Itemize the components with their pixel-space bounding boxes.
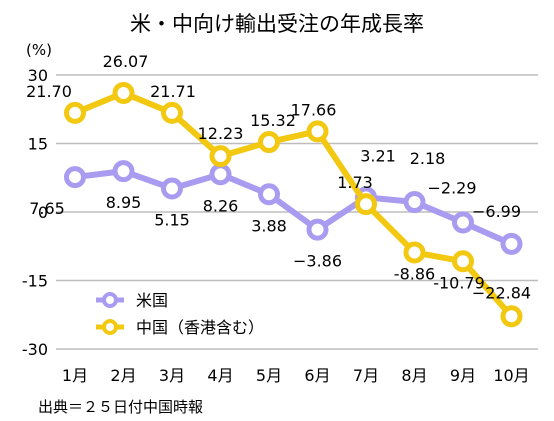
data-label: 15.32 <box>250 111 296 130</box>
y-tick-label: 15 <box>28 135 48 154</box>
data-point <box>64 166 86 189</box>
data-label: 12.23 <box>198 124 244 143</box>
data-point <box>500 305 523 328</box>
data-point <box>500 232 523 255</box>
x-tick-label: 1月 <box>62 366 88 385</box>
y-axis-unit: (%) <box>26 41 52 59</box>
x-tick-label: 4月 <box>207 366 233 385</box>
x-tick-label: 9月 <box>450 366 476 385</box>
source-note: 出典＝２５日付中国時報 <box>38 398 203 416</box>
data-label: 8.95 <box>106 193 142 212</box>
data-point <box>452 250 474 273</box>
series-us: 7.65 8.95 5.15 8.26 3.88 −3.86 3.21 2.18 −2.29 −6… <box>29 146 523 271</box>
data-point <box>452 211 474 234</box>
data-label: 5.15 <box>154 210 190 229</box>
data-label: 7.65 <box>29 199 65 218</box>
data-point <box>403 241 426 264</box>
x-tick-label: 7月 <box>353 366 379 385</box>
data-point <box>403 191 426 214</box>
data-label: −22.84 <box>472 283 531 302</box>
data-label: −3.86 <box>293 252 342 271</box>
chart-title: 米・中向け輸出受注の年成長率 <box>130 12 424 36</box>
data-label: 21.70 <box>26 82 72 101</box>
series-line <box>73 89 514 319</box>
series-layer: 7.65 8.95 5.15 8.26 3.88 −3.86 3.21 2.18 −2.29 −6… <box>26 52 531 328</box>
data-label: 2.18 <box>410 149 446 168</box>
legend-marker <box>102 292 118 308</box>
x-tick-label: 2月 <box>110 366 136 385</box>
data-point <box>209 145 232 168</box>
x-tick-label: 6月 <box>304 366 330 385</box>
data-point <box>64 101 86 124</box>
data-label: 17.66 <box>291 100 337 119</box>
data-label: 21.71 <box>150 82 196 101</box>
data-point <box>112 81 135 104</box>
data-label: 3.21 <box>360 146 396 165</box>
data-label: 1.73 <box>337 173 373 192</box>
x-tick-label: 8月 <box>401 366 427 385</box>
y-tick-label: 30 <box>28 66 48 85</box>
legend-label: 中国（香港含む） <box>136 318 264 337</box>
series-line <box>74 168 513 247</box>
y-tick-label: -30 <box>22 340 48 359</box>
data-point <box>209 163 232 186</box>
data-point <box>258 183 280 206</box>
data-label: -10.79 <box>433 273 485 292</box>
data-point <box>161 101 183 124</box>
data-label: 3.88 <box>251 216 287 235</box>
x-tick-label: 3月 <box>159 366 185 385</box>
data-label: 26.07 <box>103 52 149 71</box>
data-point <box>161 177 183 200</box>
legend-marker <box>102 319 118 335</box>
data-point <box>355 193 377 216</box>
data-label: 8.26 <box>203 196 239 215</box>
x-axis-ticks: 1月 2月 3月 4月 5月 6月 7月 8月 9月 10月 <box>62 366 530 385</box>
x-tick-label: 10月 <box>493 366 529 385</box>
data-point <box>258 131 280 154</box>
y-tick-label: 0 <box>38 203 48 222</box>
data-point <box>112 160 135 183</box>
x-tick-label: 5月 <box>256 366 282 385</box>
data-point <box>306 120 329 143</box>
y-axis-ticks: 30 15 0 -15 -30 <box>22 66 48 359</box>
legend-label: 米国 <box>136 291 168 310</box>
y-tick-label: -15 <box>22 272 48 291</box>
data-label: −2.29 <box>427 178 476 197</box>
data-label: −6.99 <box>472 202 521 221</box>
data-label: -8.86 <box>394 264 435 283</box>
data-point <box>306 218 329 241</box>
